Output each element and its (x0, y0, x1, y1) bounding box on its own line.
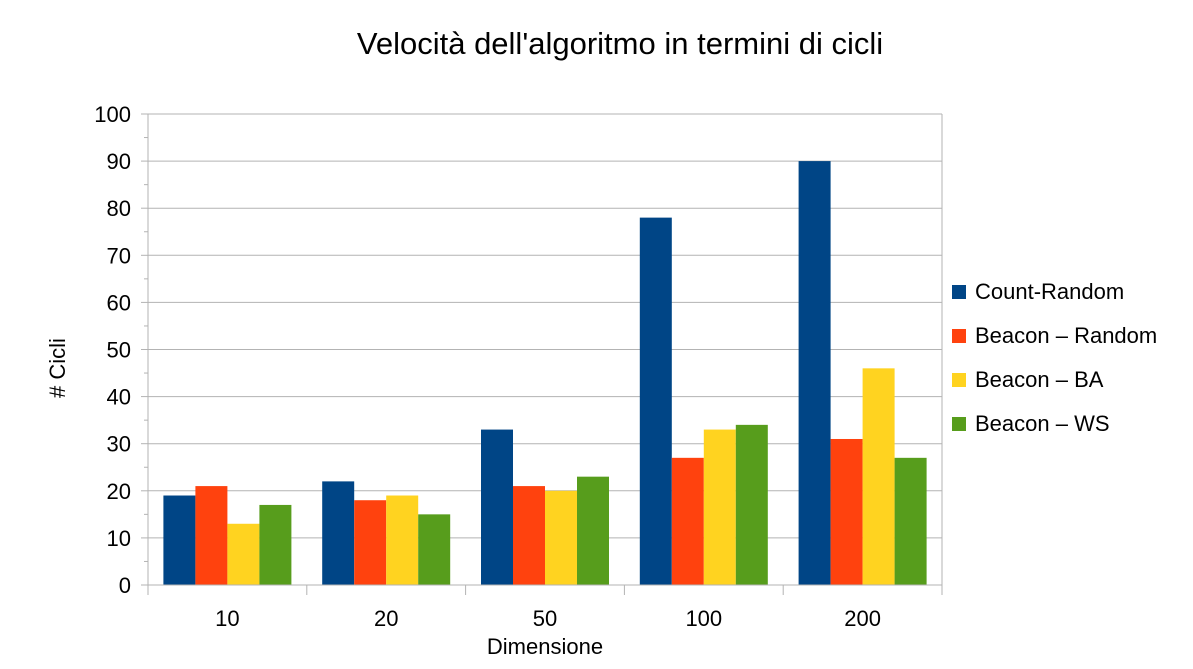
y-tick-labels: 0 10 20 30 40 50 60 70 80 90 100 (94, 102, 131, 598)
y-tick-label: 50 (107, 338, 131, 363)
chart-title: Velocità dell'algoritmo in termini di ci… (356, 26, 884, 61)
bar (259, 504, 292, 585)
bar (798, 161, 831, 585)
legend-label: Beacon – WS (975, 411, 1110, 436)
y-tick-label: 30 (107, 432, 131, 457)
legend-swatch (952, 417, 966, 431)
y-tick-label: 10 (107, 526, 131, 551)
y-tick-label: 40 (107, 385, 131, 410)
bar (862, 368, 895, 585)
x-tick-label: 10 (215, 606, 239, 631)
bar (418, 514, 451, 585)
legend-item: Beacon – BA (952, 358, 1157, 402)
bar (735, 424, 768, 585)
bar (227, 523, 260, 585)
legend-item: Count-Random (952, 270, 1157, 314)
bar (354, 500, 387, 585)
bar (894, 457, 927, 585)
bar (577, 476, 609, 585)
bar (830, 438, 863, 585)
legend: Count-Random Beacon – Random Beacon – BA… (952, 270, 1157, 446)
bar (195, 486, 228, 585)
x-tick-label: 50 (533, 606, 557, 631)
bar (703, 429, 736, 585)
legend-label: Beacon – Random (975, 323, 1158, 348)
y-axis-label: # Cicli (45, 338, 70, 398)
y-tick-label: 100 (94, 102, 131, 127)
y-tick-label: 60 (107, 290, 131, 315)
bars (163, 161, 927, 585)
bar (386, 495, 419, 585)
y-tick-label: 70 (107, 243, 131, 268)
bar (163, 495, 196, 585)
legend-swatch (952, 329, 966, 343)
bar (671, 457, 704, 585)
bar (639, 217, 672, 585)
bar (513, 486, 545, 585)
axes (141, 113, 943, 595)
x-tick-label: 20 (374, 606, 398, 631)
y-tick-label: 80 (107, 196, 131, 221)
x-tick-labels: 10 20 50 100 200 (215, 606, 881, 631)
legend-swatch (952, 285, 966, 299)
y-tick-label: 20 (107, 479, 131, 504)
legend-label: Count-Random (975, 279, 1125, 304)
legend-swatch (952, 373, 966, 387)
gridlines (148, 113, 942, 539)
y-tick-label: 90 (107, 149, 131, 174)
bar (322, 481, 355, 585)
x-tick-label: 100 (685, 606, 722, 631)
x-tick-label: 200 (844, 606, 881, 631)
legend-item: Beacon – WS (952, 402, 1157, 446)
x-axis-label: Dimensione (486, 634, 604, 659)
y-tick-label: 0 (119, 573, 131, 598)
bar (481, 429, 513, 585)
bar (545, 490, 577, 585)
legend-item: Beacon – Random (952, 314, 1157, 358)
legend-label: Beacon – BA (975, 367, 1104, 392)
